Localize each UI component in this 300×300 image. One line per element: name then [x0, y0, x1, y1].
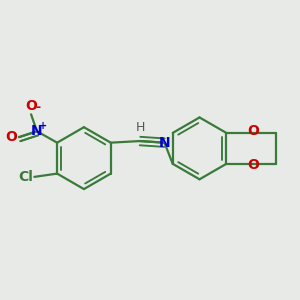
Text: N: N	[31, 124, 43, 138]
Text: Cl: Cl	[18, 170, 33, 184]
Text: +: +	[39, 121, 47, 131]
Text: O: O	[247, 158, 259, 172]
Text: O: O	[5, 130, 17, 144]
Text: -: -	[36, 101, 41, 114]
Text: O: O	[247, 124, 259, 138]
Text: O: O	[25, 99, 37, 113]
Text: N: N	[159, 136, 170, 150]
Text: H: H	[135, 121, 145, 134]
